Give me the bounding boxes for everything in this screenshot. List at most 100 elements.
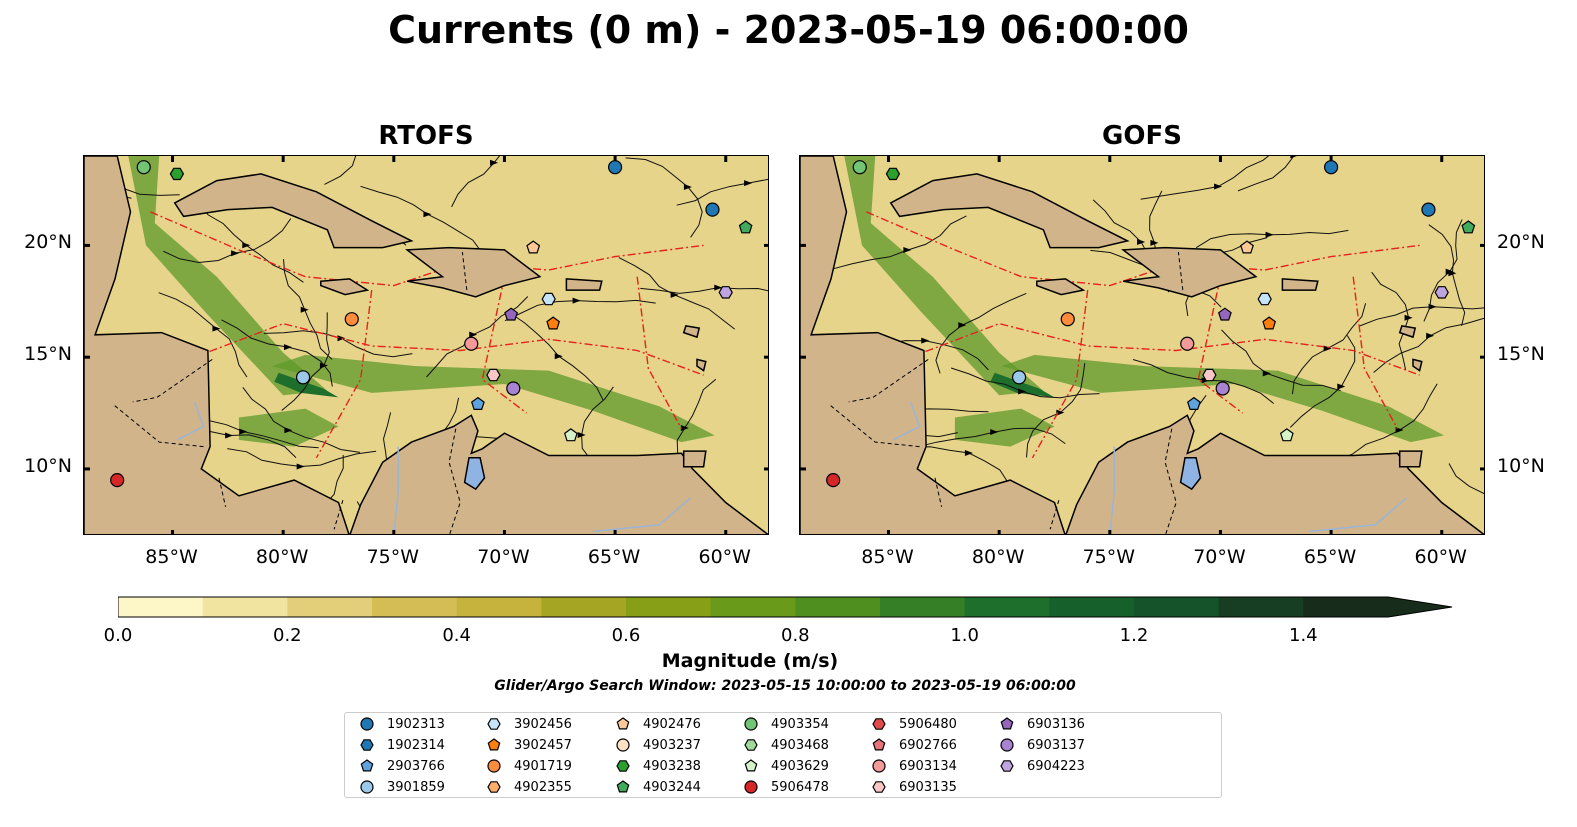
country-border [218, 477, 227, 508]
legend-marker [744, 717, 758, 731]
country-border [934, 477, 943, 508]
land-cuba [173, 173, 414, 249]
pentagon-marker-icon [744, 759, 758, 772]
streamline-arrow [554, 353, 563, 360]
legend-label: 2903766 [387, 758, 445, 774]
float-marker-5906478 [826, 473, 841, 488]
legend-label: 6903134 [899, 758, 957, 774]
river [1109, 446, 1115, 534]
float-marker-2903766 [470, 396, 485, 410]
land-trinidad [682, 450, 707, 468]
streamline-arrow [296, 463, 305, 470]
hexagon-marker-icon [744, 739, 758, 751]
hexagon-marker-icon [872, 781, 886, 793]
circle-marker-icon [360, 717, 374, 731]
legend-marker [360, 739, 374, 751]
streamline-arrow [714, 284, 723, 291]
lon-tick-label: 75°W [366, 546, 420, 568]
lon-tick-label: 85°W [145, 546, 198, 568]
legend-marker [872, 781, 886, 793]
eez-boundary [194, 322, 704, 376]
hexagon-marker-icon [360, 739, 374, 751]
streamline-arrow [1137, 238, 1146, 245]
colorbar-label: Magnitude (m/s) [661, 650, 839, 672]
land-puerto-rico [565, 278, 603, 291]
pentagon-marker-icon [616, 780, 630, 793]
legend-label: 4902476 [643, 716, 701, 732]
land-puerto-rico [1281, 278, 1319, 291]
search-window-text: Glider/Argo Search Window: 2023-05-15 10… [494, 678, 1076, 694]
streamline-arrow [1404, 314, 1413, 321]
lon-tick-label: 60°W [698, 546, 751, 568]
streamline-arrow [1265, 231, 1274, 238]
hexagon-marker-icon [1000, 760, 1014, 772]
float-marker-4903629 [1279, 428, 1294, 442]
country-border [1049, 500, 1060, 530]
circle-marker-icon [872, 759, 886, 773]
legend-marker [487, 718, 501, 730]
legend-item: 6903135 [871, 777, 957, 797]
country-border [1164, 428, 1177, 534]
country-border [112, 403, 204, 448]
land-south-america [349, 414, 768, 534]
pentagon-marker-icon [487, 738, 501, 751]
lat-tick-label-left: 10°N [24, 454, 72, 477]
land-martinique [1412, 358, 1423, 372]
legend-item: 1902313 [359, 714, 445, 734]
float-marker-6903134 [1180, 336, 1195, 351]
land-central-america [800, 156, 1066, 534]
country-border [333, 500, 344, 530]
current-band [272, 354, 715, 443]
legend-label: 4903238 [643, 758, 701, 774]
lon-tick-label: 70°W [1193, 546, 1246, 568]
streamline-arrow [469, 331, 478, 338]
legend-marker [616, 717, 630, 730]
streamline-arrow [964, 449, 973, 456]
colorbar-tick-label: 0.8 [781, 625, 810, 646]
country-border [132, 358, 213, 403]
float-marker-4903238 [169, 167, 185, 181]
streamline-arrow [903, 247, 912, 254]
river [176, 401, 205, 441]
circle-marker-icon [360, 780, 374, 794]
figure-title: Currents (0 m) - 2023-05-19 06:00:00 [388, 8, 1189, 52]
float-marker-4903354 [852, 160, 867, 175]
float-marker-3901859 [295, 370, 311, 385]
lon-tick-label: 65°W [1303, 546, 1357, 568]
current-band [238, 408, 339, 447]
streamline-arrow [670, 291, 679, 298]
streamline-arrow [212, 325, 221, 332]
colorbar-outline [118, 596, 1453, 618]
legend-marker [360, 717, 374, 731]
river [592, 497, 691, 533]
float-marker-4903244 [1461, 220, 1476, 234]
legend-marker [360, 780, 374, 794]
land-hispaniola [405, 246, 542, 298]
legend-marker [1000, 738, 1014, 752]
float-marker-4903238 [885, 167, 901, 181]
lake-maracaibo [463, 457, 486, 491]
legend-marker [360, 759, 374, 772]
legend-item: 6903137 [999, 735, 1085, 755]
pentagon-marker-icon [616, 717, 630, 730]
hexagon-marker-icon [487, 718, 501, 730]
legend-item: 4901719 [486, 756, 572, 776]
lat-tick-label-right: 20°N [1497, 231, 1545, 254]
country-border [461, 252, 468, 291]
pentagon-marker-icon [872, 738, 886, 751]
colorbar-segment [880, 597, 966, 617]
eez-boundary [1031, 290, 1089, 459]
circle-marker-icon [1000, 738, 1014, 752]
lon-tick-label: 65°W [587, 546, 641, 568]
legend-label: 6903137 [1027, 737, 1085, 753]
legend-marker [1000, 717, 1014, 730]
legend-label: 4903354 [771, 716, 829, 732]
lat-tick-label-left: 20°N [24, 231, 72, 254]
float-marker-6903137 [1215, 381, 1230, 396]
land-martinique [696, 358, 707, 372]
current-band [954, 408, 1055, 447]
river [1308, 497, 1407, 533]
land-jamaica [1036, 278, 1086, 296]
colorbar-extend-arrow [1388, 597, 1452, 617]
legend-label: 4901719 [514, 758, 572, 774]
